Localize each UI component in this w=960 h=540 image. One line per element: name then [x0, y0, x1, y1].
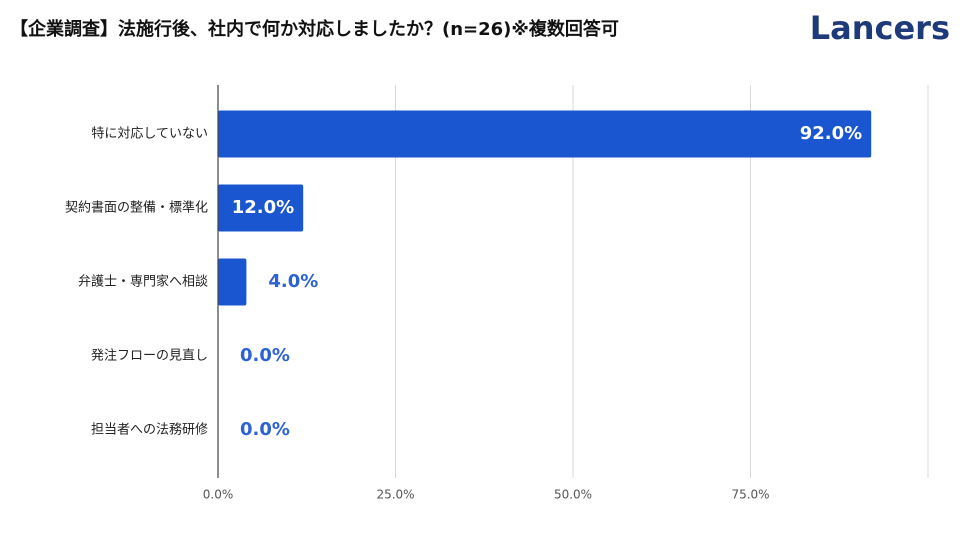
y-tick-label: 弁護士・専門家へ相談 [78, 274, 208, 290]
value-label: 4.0% [268, 271, 318, 292]
bar [218, 184, 304, 232]
chart-title: 【企業調査】法施行後、社内で何か対応しましたか？(n=26)※複数回答可 [10, 18, 619, 40]
value-label: 92.0% [800, 123, 862, 144]
x-tick-label: 25.0% [376, 488, 414, 502]
bar [218, 110, 872, 158]
bar [218, 258, 247, 306]
x-tick-label: 0.0% [203, 488, 234, 502]
x-tick-label: 50.0% [554, 488, 592, 502]
value-label: 0.0% [240, 345, 290, 366]
logo: Lancers [810, 9, 950, 47]
y-tick-label: 契約書面の整備・標準化 [65, 200, 208, 216]
y-tick-label: 特に対応していない [91, 127, 208, 142]
y-tick-label: 発注フローの見直し [91, 349, 208, 364]
x-tick-label: 75.0% [731, 488, 769, 502]
y-tick-label: 担当者への法務研修 [91, 423, 208, 438]
value-label: 0.0% [240, 419, 290, 440]
value-label: 12.0% [232, 197, 294, 218]
